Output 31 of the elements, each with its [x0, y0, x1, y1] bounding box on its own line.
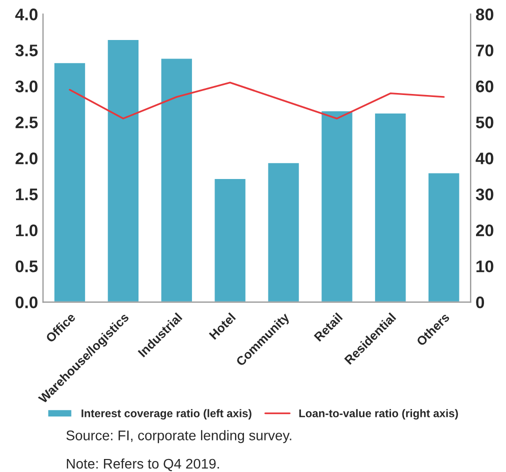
y-tick-label: 0.5 — [16, 260, 38, 272]
y-tick-label: 2.5 — [16, 116, 38, 128]
y-tick-label: 0.0 — [16, 296, 38, 308]
y2-tick-label: 80 — [476, 8, 494, 20]
bar — [106, 38, 140, 302]
y2-tick-label: 20 — [476, 224, 494, 236]
y-tick-label: 3.0 — [15, 80, 38, 92]
text: Note: Refers to Q4 2019. — [66, 458, 219, 472]
legend-label: Loan-to-value ratio (right axis) — [299, 409, 458, 420]
bar — [160, 57, 194, 302]
bar — [213, 178, 247, 302]
legend-label: Interest coverage ratio (left axis) — [82, 409, 252, 420]
y-tick-label: 3.5 — [15, 44, 38, 56]
y2-tick-label: 30 — [476, 188, 494, 200]
y2-tick-label: 10 — [476, 260, 494, 272]
y2-tick-label: 40 — [476, 152, 494, 164]
bar — [427, 172, 461, 302]
bar — [266, 162, 300, 302]
y-tick-label: 1.0 — [16, 224, 38, 236]
bar — [320, 110, 354, 302]
y-tick-label: 1.5 — [16, 188, 38, 200]
y2-tick-label: 0 — [476, 296, 484, 308]
y-tick-label: 2.0 — [16, 152, 38, 164]
bar — [53, 62, 86, 302]
y2-tick-label: 60 — [476, 80, 494, 92]
y2-tick-label: 70 — [476, 44, 494, 56]
line-series — [68, 82, 445, 120]
source-note: Source: FI, corporate lending survey. — [66, 430, 292, 444]
y-tick-label: 4.0 — [15, 8, 38, 20]
y2-tick-label: 50 — [476, 116, 494, 128]
bar — [374, 112, 408, 302]
